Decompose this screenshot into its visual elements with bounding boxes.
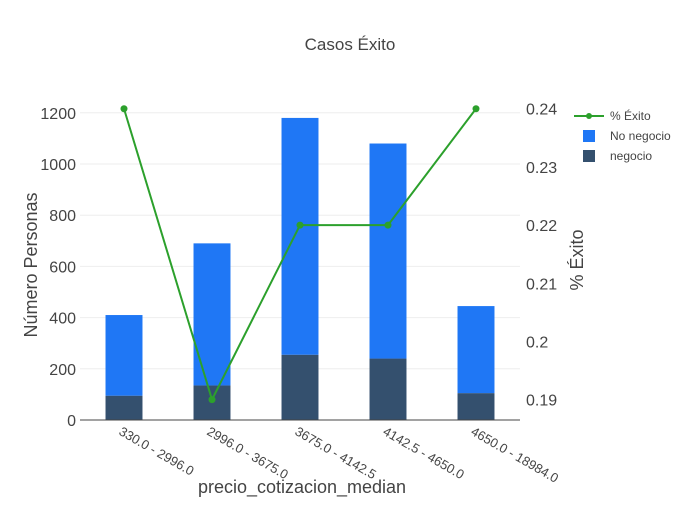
- line-point[interactable]: [384, 221, 392, 229]
- y-tick-label: 0: [67, 413, 76, 430]
- y2-tick-label: 0.22: [526, 218, 557, 235]
- x-tick-label: 330.0 - 2996.0: [117, 424, 197, 479]
- x-tick-label: 4650.0 - 18984.0: [469, 424, 562, 486]
- legend-label[interactable]: No negocio: [610, 129, 671, 143]
- x-axis-title: precio_cotizacion_median: [198, 477, 406, 498]
- bar-no-negocio[interactable]: [105, 315, 143, 396]
- y-tick-label: 1000: [40, 157, 76, 174]
- y2-axis-title: % Éxito: [567, 229, 587, 290]
- x-tick-label: 2996.0 - 3675.0: [205, 424, 291, 483]
- y-tick-label: 800: [49, 208, 76, 225]
- legend-swatch-box: [583, 150, 595, 162]
- line-series: [120, 105, 480, 404]
- legend-label[interactable]: negocio: [610, 149, 652, 163]
- x-tick-label: 3675.0 - 4142.5: [293, 424, 379, 483]
- bar-negocio[interactable]: [281, 354, 319, 420]
- bar-no-negocio[interactable]: [457, 306, 495, 394]
- line-point[interactable]: [472, 105, 480, 113]
- bar-no-negocio[interactable]: [193, 243, 231, 386]
- y2-tick-label: 0.24: [526, 102, 557, 119]
- legend-swatch-marker: [586, 113, 592, 119]
- line-point[interactable]: [296, 221, 304, 229]
- y-tick-label: 400: [49, 311, 76, 328]
- y2-tick-label: 0.2: [526, 334, 548, 351]
- line-point[interactable]: [120, 105, 128, 113]
- y2-tick-label: 0.21: [526, 276, 557, 293]
- y2-tick-label: 0.23: [526, 160, 557, 177]
- bar-no-negocio[interactable]: [369, 143, 407, 359]
- y-axis-title: Número Personas: [21, 192, 41, 337]
- x-tick-label: 4142.5 - 4650.0: [381, 424, 467, 483]
- y2-tick-label: 0.19: [526, 393, 557, 410]
- bar-no-negocio[interactable]: [281, 117, 319, 355]
- bar-negocio[interactable]: [105, 395, 143, 420]
- bar-negocio[interactable]: [369, 358, 407, 420]
- bars: [105, 117, 495, 420]
- y-tick-label: 600: [49, 259, 76, 276]
- legend-swatch-box: [583, 130, 595, 142]
- legend: % Éxito No negocio negocio: [574, 108, 671, 163]
- line-point[interactable]: [208, 396, 216, 404]
- chart-title: Casos Éxito: [305, 35, 396, 54]
- bar-negocio[interactable]: [457, 393, 495, 420]
- y-tick-label: 1200: [40, 106, 76, 123]
- y-tick-label: 200: [49, 362, 76, 379]
- legend-label[interactable]: % Éxito: [610, 108, 651, 123]
